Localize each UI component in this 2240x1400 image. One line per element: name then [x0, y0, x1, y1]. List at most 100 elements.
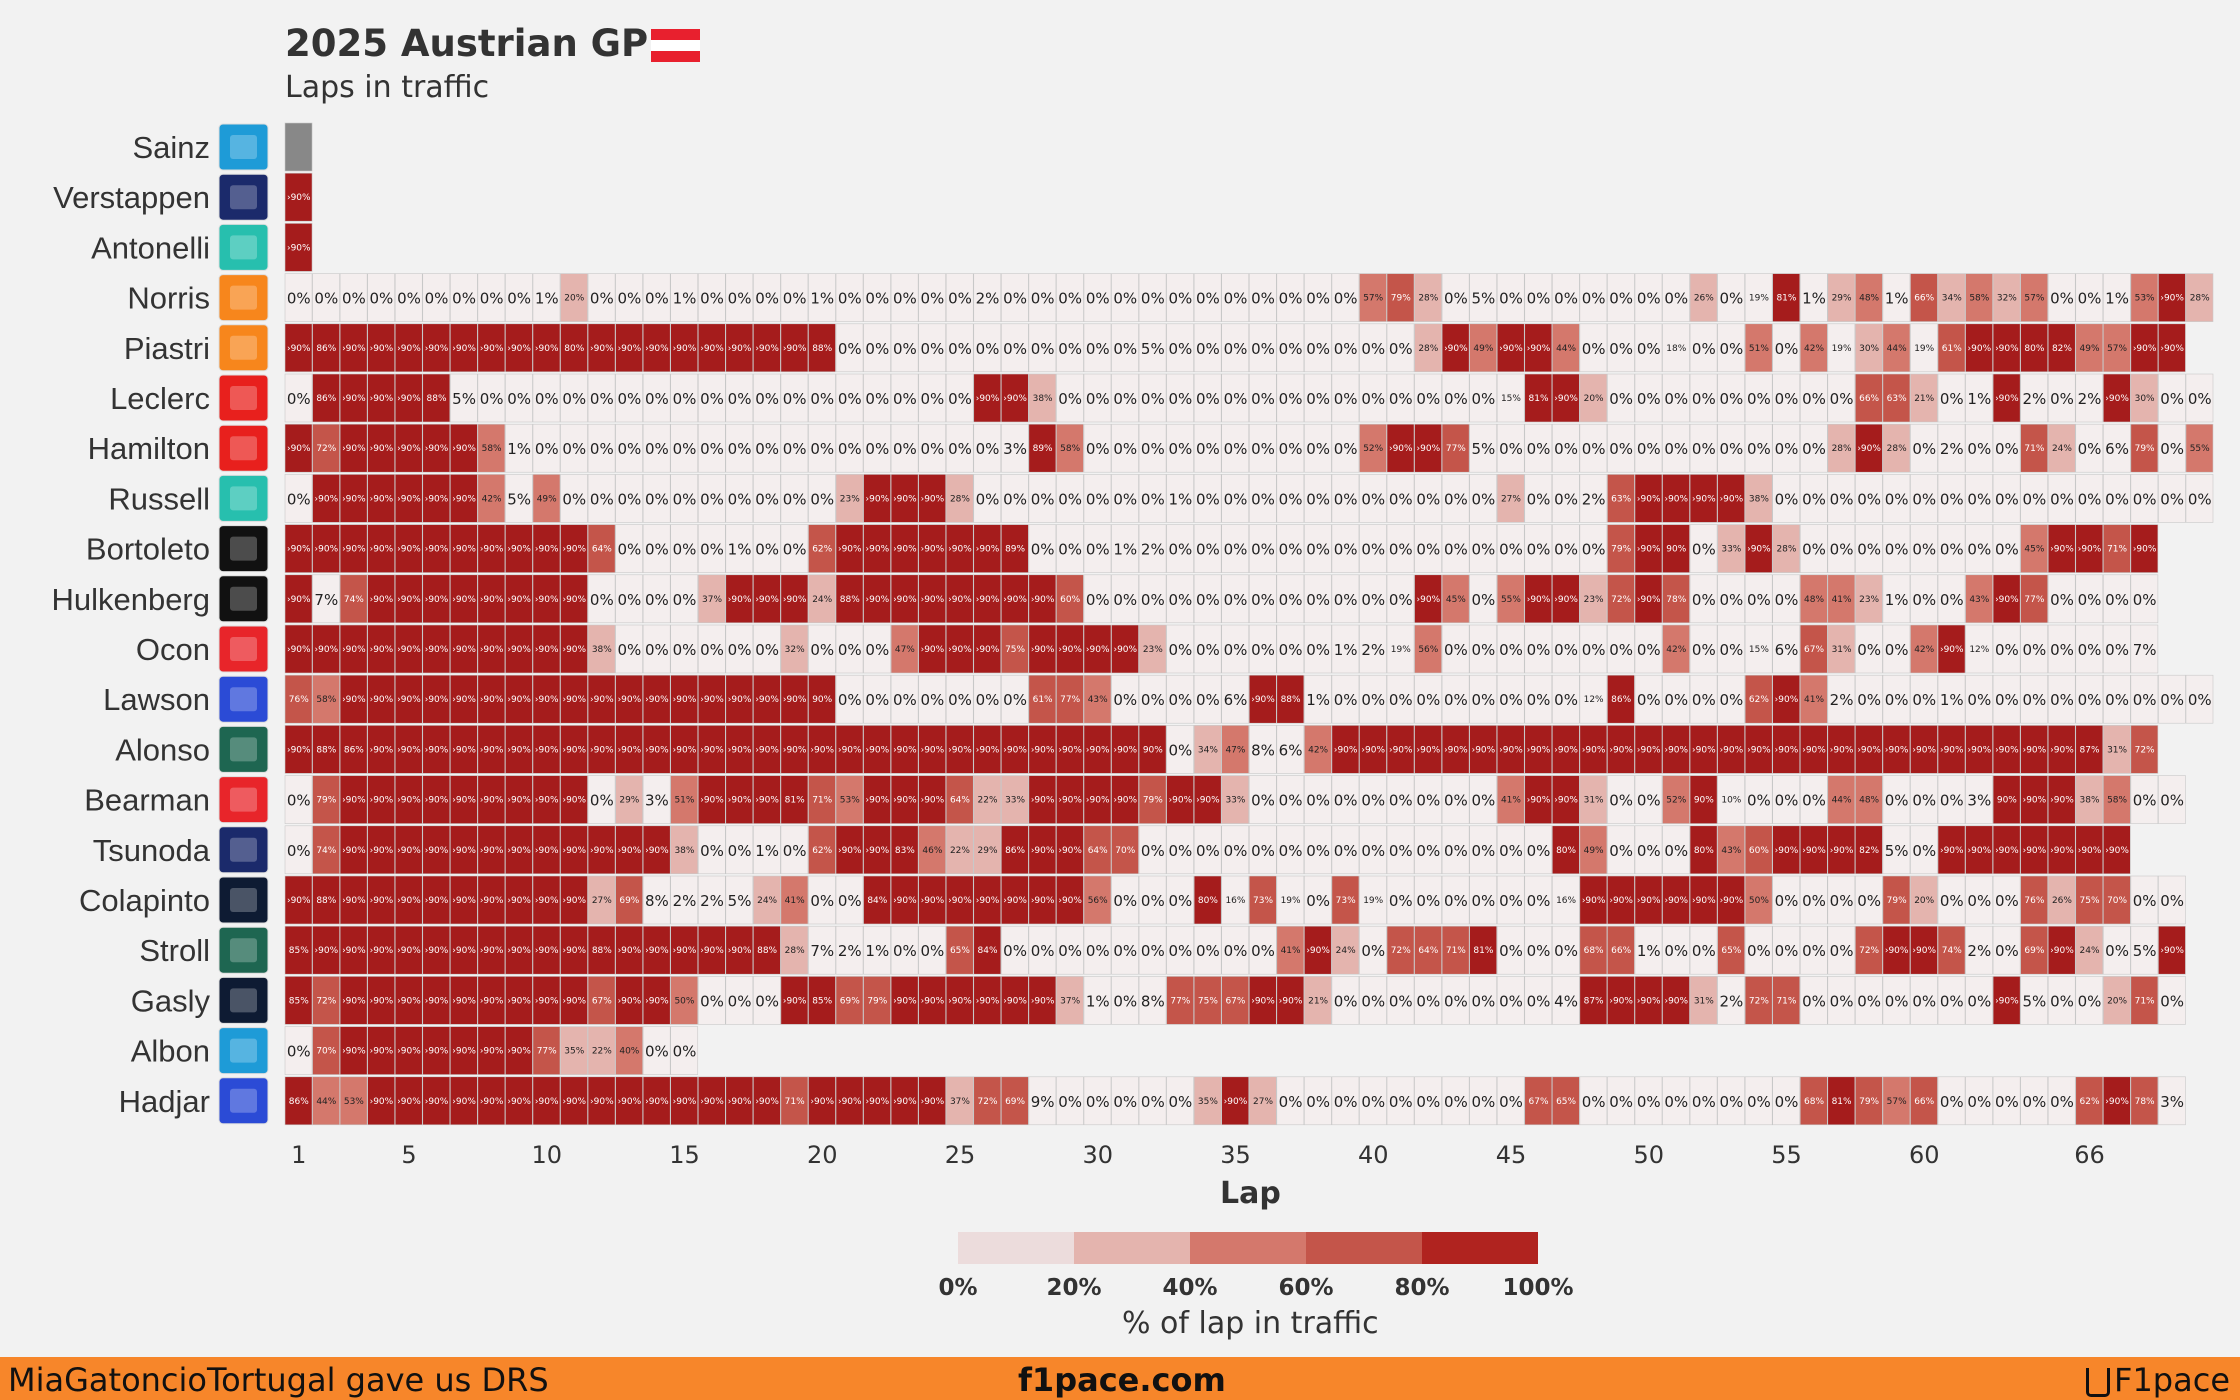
cell-label: 0% [1637, 691, 1661, 709]
heatmap-cell [1000, 875, 1029, 925]
cell-label: 35% [564, 1047, 584, 1057]
cell-label: 0% [1527, 691, 1551, 709]
heatmap-cell [863, 423, 891, 473]
heatmap-cell [1579, 273, 1608, 322]
cell-label: 0% [1306, 892, 1330, 910]
heatmap-cell [1138, 574, 1167, 624]
heatmap-cell [945, 825, 974, 875]
heatmap-cell [1524, 423, 1553, 473]
cell-label: ›90% [866, 1097, 890, 1107]
heatmap-cell [808, 674, 836, 724]
heatmap-cell [587, 775, 616, 824]
cell-label: ›90% [1554, 796, 1578, 806]
cell-label: 67% [592, 996, 612, 1006]
heatmap-cell [1276, 423, 1305, 473]
heatmap-cell [1965, 323, 1993, 373]
heatmap-cell [1304, 373, 1332, 423]
heatmap-cell [422, 323, 451, 373]
cell-label: 0% [1361, 390, 1385, 408]
cell-label: ›90% [755, 745, 779, 755]
cell-label: ›90% [397, 695, 421, 705]
heatmap-cell [394, 423, 423, 473]
cell-label: 26% [1694, 294, 1714, 304]
cell-label: 0% [1251, 390, 1275, 408]
cell-label: ›90% [948, 896, 972, 906]
cell-label: 28% [950, 494, 970, 504]
cell-label: 0% [1692, 440, 1716, 458]
cell-label: 0% [1058, 541, 1082, 559]
cell-label: 0% [1719, 340, 1743, 358]
heatmap-cell [367, 775, 395, 824]
heatmap-cell [753, 725, 781, 774]
heatmap-cell [1193, 674, 1222, 724]
heatmap-cell [284, 223, 313, 272]
heatmap-cell [1111, 474, 1139, 523]
cell-label: ›90% [480, 645, 504, 655]
cell-label: 77% [1446, 444, 1466, 454]
cell-label: 0% [1334, 490, 1358, 508]
heatmap-cell [1579, 574, 1608, 624]
cell-label: 0% [893, 340, 917, 358]
heatmap-cell [1910, 574, 1938, 624]
cell-label: 0% [1113, 992, 1137, 1010]
cell-label: 0% [1582, 440, 1606, 458]
team-logo-mark [230, 536, 257, 561]
heatmap-cell [1937, 323, 1966, 373]
heatmap-cell [725, 825, 754, 875]
heatmap-cell [1193, 273, 1222, 322]
heatmap-cell [2075, 825, 2104, 875]
heatmap-cell [560, 574, 588, 624]
cell-label: 0% [1141, 290, 1165, 308]
cell-label: 19% [1363, 896, 1383, 906]
cell-label: 8% [1251, 741, 1275, 759]
heatmap-cell [2103, 524, 2131, 573]
heatmap-cell [753, 574, 781, 624]
heatmap-cell [780, 323, 809, 373]
heatmap-cell [1000, 624, 1029, 674]
cell-label: 0% [645, 541, 669, 559]
cell-label: 0% [1086, 541, 1110, 559]
cell-label: 0% [2160, 992, 2184, 1010]
heatmap-cell [1331, 775, 1360, 824]
cell-label: 0% [1637, 1093, 1661, 1111]
cell-label: 0% [1334, 691, 1358, 709]
heatmap-cell [1937, 725, 1966, 774]
cell-label: 0% [1306, 1093, 1330, 1111]
heatmap-cell [918, 825, 947, 875]
cell-label: 0% [1472, 792, 1496, 810]
heatmap-cell [560, 423, 588, 473]
austria-flag-icon [651, 29, 700, 62]
footer-site-link[interactable]: f1pace.com [1018, 1361, 1226, 1399]
cell-label: 71% [812, 796, 832, 806]
heatmap-cell [1717, 373, 1745, 423]
cell-label: ›90% [866, 846, 890, 856]
heatmap-cell [1855, 524, 1883, 573]
heatmap-cell [835, 373, 864, 423]
heatmap-cell [1496, 624, 1525, 674]
cell-label: 0% [2050, 691, 2074, 709]
cell-label: 66% [1859, 394, 1879, 404]
heatmap-cell [1028, 725, 1057, 774]
cell-label: 38% [1749, 494, 1769, 504]
heatmap-cell [1386, 474, 1415, 523]
heatmap-cell [1607, 474, 1635, 523]
heatmap-cell [532, 775, 561, 824]
heatmap-cell [753, 423, 781, 473]
cell-label: ›90% [1775, 745, 1799, 755]
cell-label: 0% [921, 942, 945, 960]
cell-label: 0% [1334, 440, 1358, 458]
heatmap-cell [1248, 273, 1277, 322]
cell-label: ›90% [1058, 896, 1082, 906]
cell-label: ›90% [1637, 595, 1661, 605]
cell-label: ›90% [397, 595, 421, 605]
cell-label: ›90% [1003, 394, 1027, 404]
cell-label: 31% [1694, 996, 1714, 1006]
heatmap-cell [1717, 323, 1745, 373]
heatmap-cell [1579, 373, 1608, 423]
heatmap-cell [312, 775, 340, 824]
cell-label: 2% [1141, 541, 1165, 559]
heatmap-cell [890, 323, 919, 373]
heatmap-cell [367, 474, 395, 523]
cell-label: ›90% [425, 595, 449, 605]
cell-label: ›90% [618, 946, 642, 956]
